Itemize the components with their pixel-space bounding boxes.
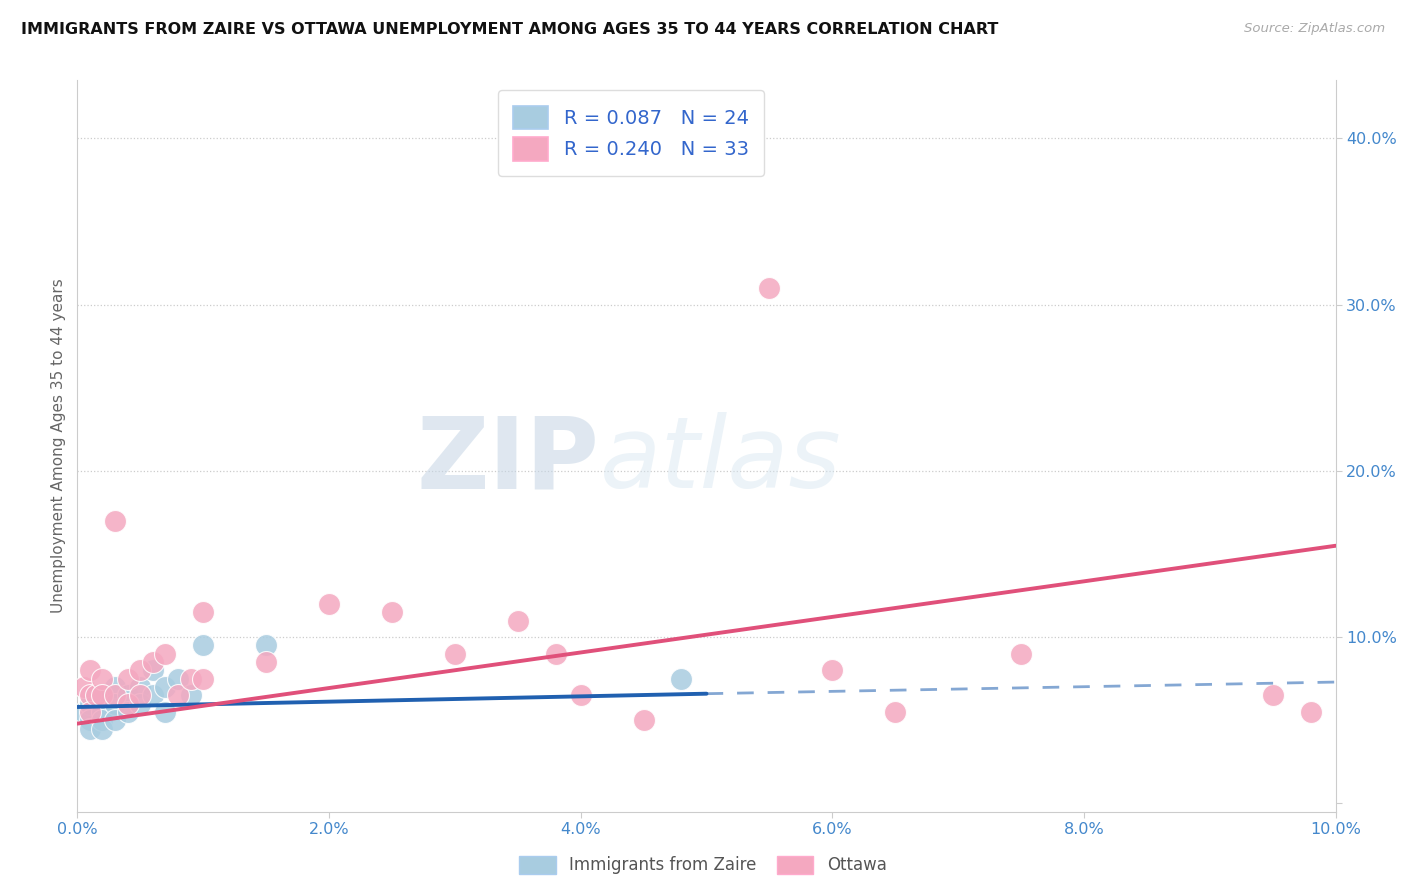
Point [1261,689,1284,703]
Y-axis label: Unemployment Among Ages 35 to 44 years: Unemployment Among Ages 35 to 44 years [51,278,66,614]
Point [142,689,165,703]
Point [104,697,127,711]
Point [91,672,114,686]
Point [155,705,177,719]
Point [91,722,114,736]
Legend: R = 0.087   N = 24, R = 0.240   N = 33: R = 0.087 N = 24, R = 0.240 N = 33 [498,90,765,177]
Point [104,689,127,703]
Point [381,605,404,619]
Point [142,664,165,678]
Point [117,689,139,703]
Point [91,705,114,719]
Point [104,714,127,728]
Point [79,664,101,678]
Point [104,680,127,694]
Point [167,672,190,686]
Text: atlas: atlas [599,412,841,509]
Point [569,689,592,703]
Point [129,689,152,703]
Point [254,639,277,653]
Text: IMMIGRANTS FROM ZAIRE VS OTTAWA UNEMPLOYMENT AMONG AGES 35 TO 44 YEARS CORRELATI: IMMIGRANTS FROM ZAIRE VS OTTAWA UNEMPLOY… [21,22,998,37]
Point [821,664,844,678]
Text: ZIP: ZIP [416,412,599,509]
Point [155,680,177,694]
Point [79,697,101,711]
Legend: Immigrants from Zaire, Ottawa: Immigrants from Zaire, Ottawa [513,849,893,881]
Point [117,697,139,711]
Point [758,281,780,295]
Point [884,705,907,719]
Point [544,647,567,661]
Point [671,672,693,686]
Point [167,689,190,703]
Point [180,672,202,686]
Point [191,672,215,686]
Point [72,680,94,694]
Point [180,689,202,703]
Point [117,705,139,719]
Point [79,705,101,719]
Point [191,639,215,653]
Point [506,614,529,628]
Point [91,689,114,703]
Point [129,664,152,678]
Point [72,705,94,719]
Point [129,680,152,694]
Point [129,697,152,711]
Point [104,514,127,528]
Point [79,722,101,736]
Point [79,714,101,728]
Point [318,597,340,611]
Point [84,689,107,703]
Point [254,655,277,669]
Point [191,605,215,619]
Point [91,714,114,728]
Point [84,689,107,703]
Point [444,647,467,661]
Point [117,672,139,686]
Point [1010,647,1032,661]
Point [79,689,101,703]
Point [142,655,165,669]
Point [1299,705,1322,719]
Text: Source: ZipAtlas.com: Source: ZipAtlas.com [1244,22,1385,36]
Point [633,714,655,728]
Point [155,647,177,661]
